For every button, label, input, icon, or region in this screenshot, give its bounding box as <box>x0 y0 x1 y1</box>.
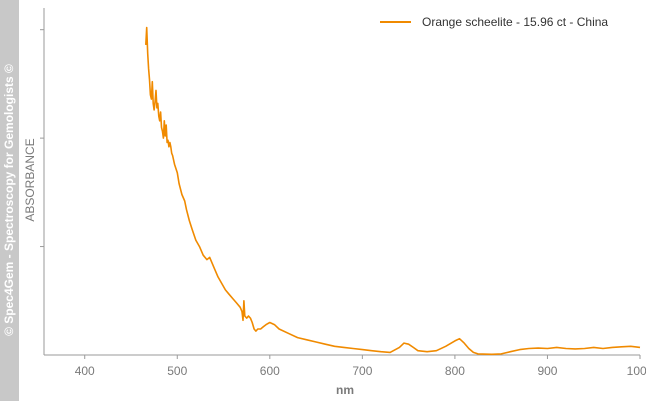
x-tick-label-4: 800 <box>445 364 465 378</box>
y-axis-label: ABSORBANCE <box>23 138 37 222</box>
watermark-sidebar: © Spec4Gem - Spectroscopy for Gemologist… <box>0 0 19 401</box>
legend: Orange scheelite - 15.96 ct - China <box>380 15 608 29</box>
x-tick-label-6: 1000 <box>627 364 646 378</box>
x-tick-label-2: 600 <box>260 364 280 378</box>
x-tick-label-0: 400 <box>75 364 95 378</box>
legend-swatch <box>380 21 411 23</box>
x-tick-label-5: 900 <box>537 364 557 378</box>
x-axis-label: nm <box>336 383 354 397</box>
x-tick-label-3: 700 <box>352 364 372 378</box>
x-tick-label-1: 500 <box>167 364 187 378</box>
series-line-0 <box>145 26 641 356</box>
legend-label: Orange scheelite - 15.96 ct - China <box>422 15 609 29</box>
